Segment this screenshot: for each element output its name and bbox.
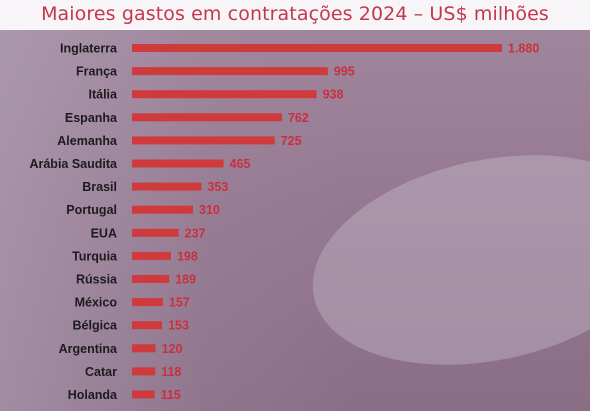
value-label-eua: 237	[185, 226, 206, 240]
category-label-mexico: México	[75, 296, 118, 310]
value-label-portugal: 310	[199, 203, 220, 217]
value-label-turquia: 198	[177, 249, 198, 263]
value-label-belgica: 153	[168, 319, 189, 333]
category-label-italia: Itália	[89, 88, 119, 102]
value-label-inglaterra: 1.880	[508, 42, 539, 56]
category-label-alemanha: Alemanha	[57, 134, 118, 148]
bar-italia	[132, 90, 317, 99]
category-label-portugal: Portugal	[66, 203, 117, 217]
category-label-belgica: Bélgica	[73, 319, 119, 333]
value-label-alemanha: 725	[281, 134, 302, 148]
value-label-arabia-saudita: 465	[230, 157, 251, 171]
value-label-espanha: 762	[288, 111, 309, 125]
value-label-catar: 118	[161, 365, 181, 379]
value-label-mexico: 157	[169, 296, 190, 310]
bar-inglaterra	[132, 44, 502, 52]
bar-belgica	[132, 321, 163, 330]
bar-holanda	[132, 390, 155, 399]
value-label-brasil: 353	[207, 180, 228, 194]
category-label-russia: Rússia	[76, 273, 118, 287]
bar-espanha	[132, 113, 282, 122]
value-label-franca: 995	[334, 65, 355, 79]
value-label-argentina: 120	[162, 342, 183, 356]
category-label-brasil: Brasil	[82, 180, 117, 194]
bar-franca	[132, 67, 328, 76]
bar-turquia	[132, 251, 171, 260]
chart-title: Maiores gastos em contratações 2024 – US…	[0, 0, 590, 30]
category-label-espanha: Espanha	[65, 111, 118, 125]
bar-russia	[132, 275, 170, 283]
bar-catar	[132, 367, 156, 376]
value-label-italia: 938	[323, 88, 344, 102]
category-label-franca: França	[76, 65, 118, 79]
category-label-argentina: Argentina	[59, 342, 118, 356]
bar-portugal	[132, 205, 194, 214]
bar-arabia-saudita	[132, 159, 224, 168]
category-label-arabia-saudita: Arábia Saudita	[29, 157, 118, 171]
bar-argentina	[132, 344, 156, 353]
bar-alemanha	[132, 136, 275, 145]
category-label-eua: EUA	[91, 226, 117, 240]
bar-brasil	[132, 182, 202, 191]
bar-chart: Inglaterra 1.880 França 995 Itália 938 Espanha…	[29, 42, 539, 403]
category-label-inglaterra: Inglaterra	[60, 42, 118, 56]
value-label-russia: 189	[175, 273, 196, 287]
bar-eua	[132, 228, 179, 237]
bar-mexico	[132, 298, 163, 307]
category-label-turquia: Turquia	[72, 249, 118, 263]
category-label-catar: Catar	[85, 365, 117, 379]
value-label-holanda: 115	[161, 388, 181, 402]
category-label-holanda: Holanda	[68, 388, 118, 402]
